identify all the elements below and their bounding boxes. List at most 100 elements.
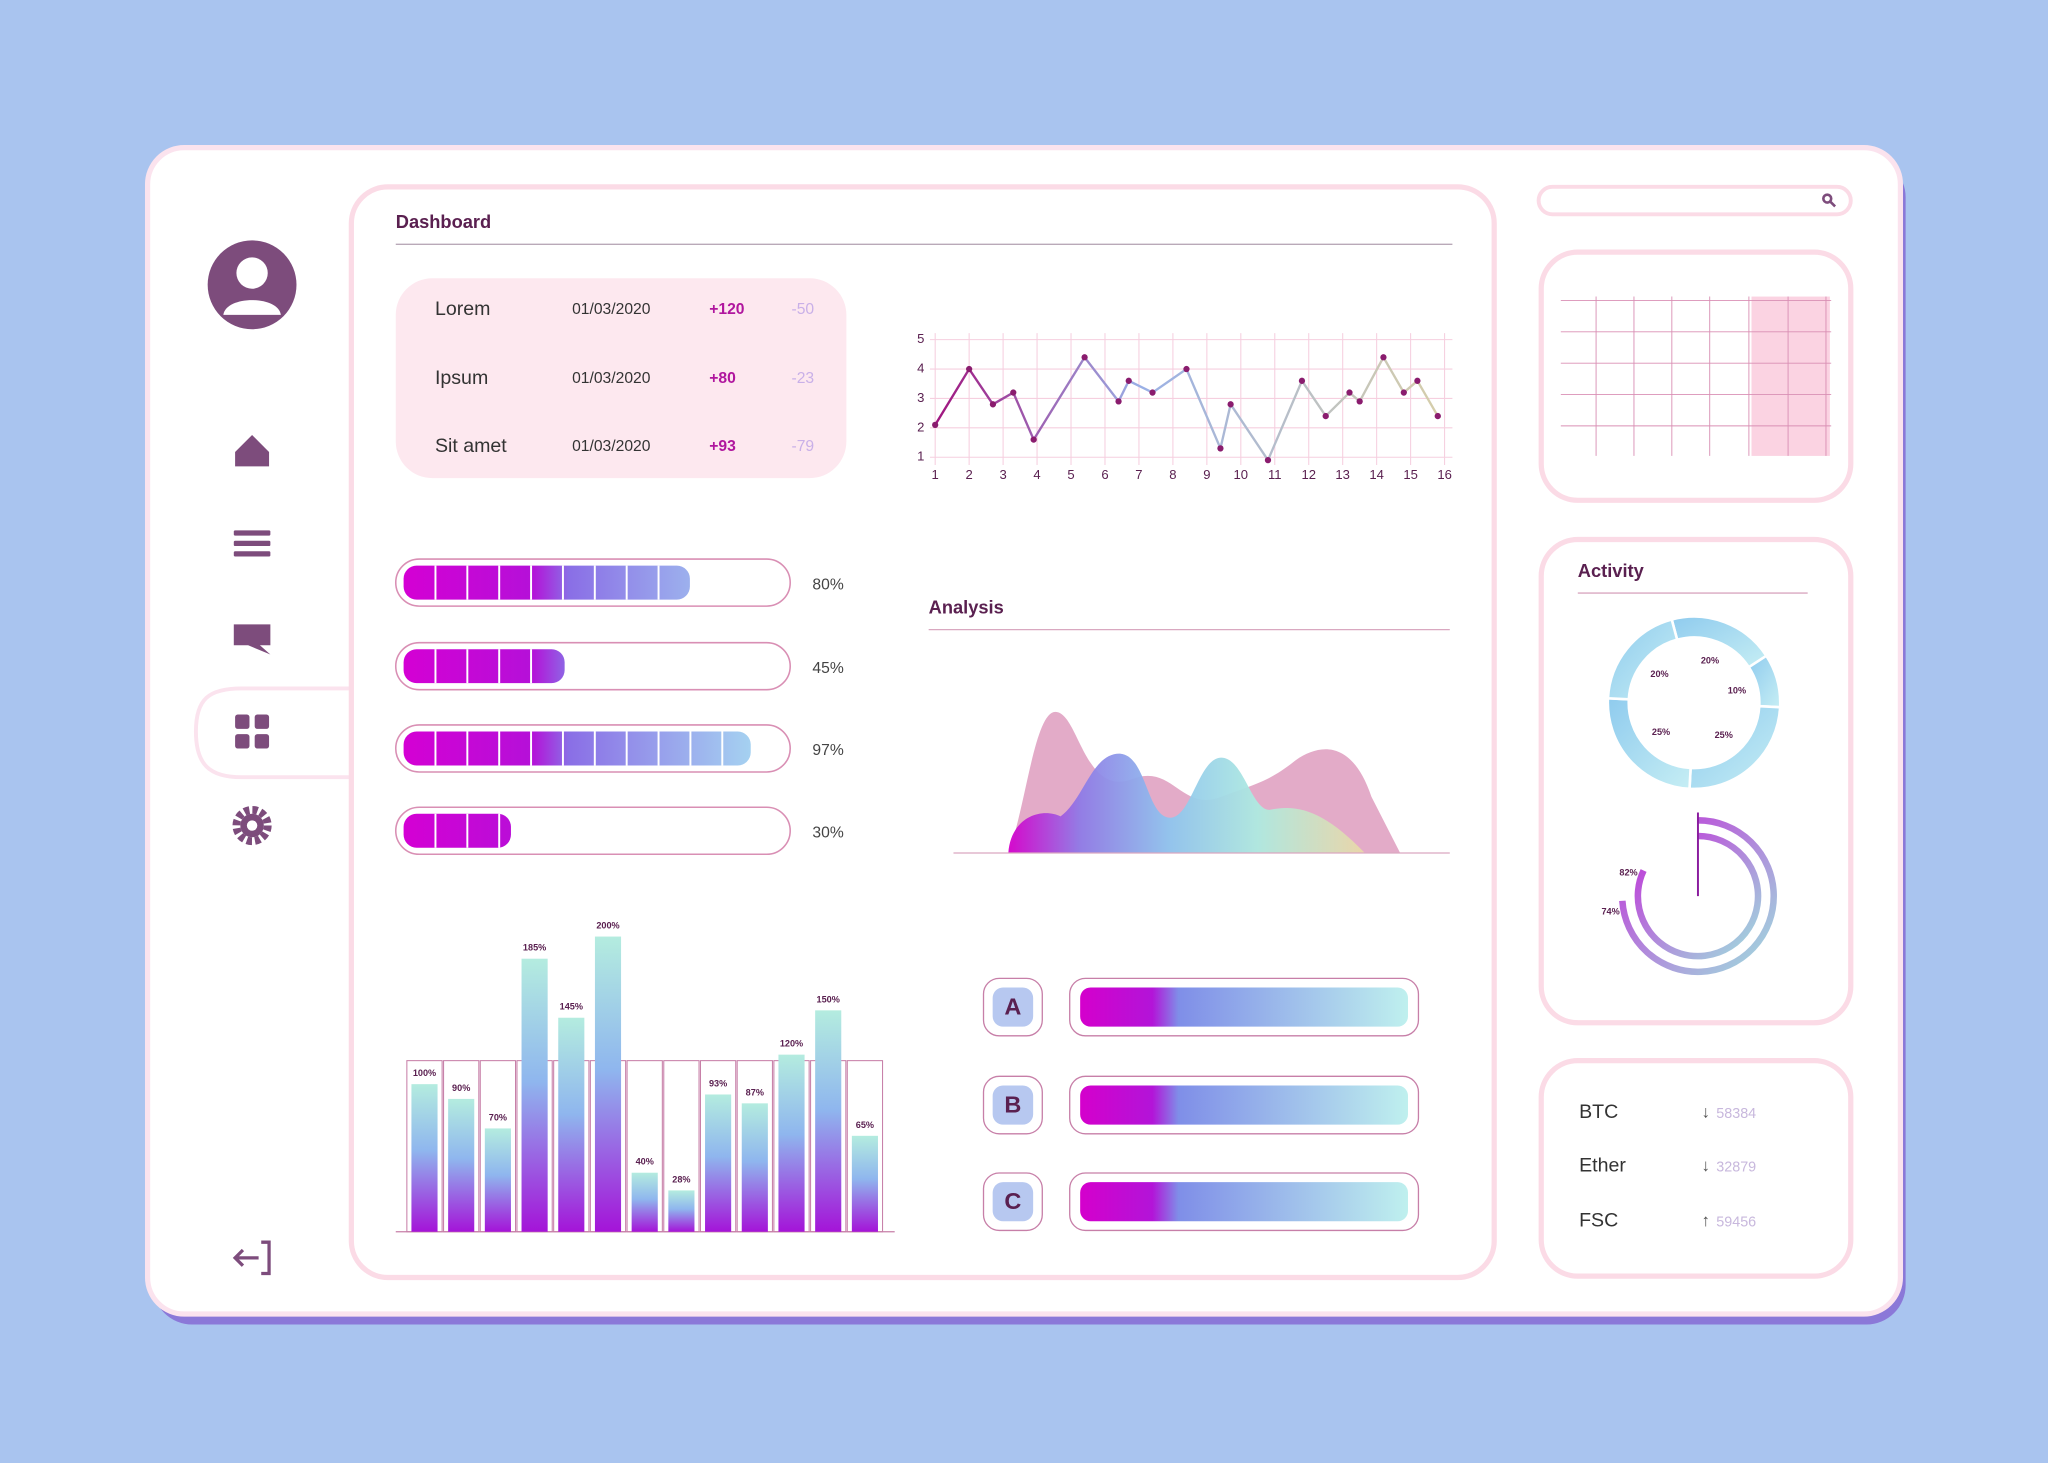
x-tick-label: 12 — [1301, 467, 1316, 482]
bar — [484, 1128, 511, 1232]
option-label: A — [1004, 994, 1021, 1020]
progress-label: 80% — [812, 576, 843, 593]
table-cell: +120 — [709, 301, 745, 318]
chat-icon[interactable] — [233, 624, 271, 655]
home-icon[interactable] — [235, 435, 270, 467]
bar — [448, 1098, 475, 1232]
y-tick-label: 3 — [917, 390, 924, 405]
search-bar[interactable] — [1536, 184, 1853, 217]
bar-value-label: 65% — [856, 1120, 874, 1130]
bar — [851, 1135, 878, 1232]
line-point — [1010, 389, 1017, 396]
crypto-card — [1538, 1058, 1854, 1279]
x-tick-label: 5 — [1067, 467, 1074, 482]
avatar-body — [223, 300, 281, 315]
table-cell: +93 — [709, 438, 736, 455]
logout-icon[interactable] — [232, 1240, 271, 1276]
line-point — [1125, 377, 1132, 384]
bar-value-label: 70% — [489, 1112, 507, 1122]
search-icon[interactable] — [1822, 193, 1837, 208]
x-tick-label: 4 — [1033, 467, 1040, 482]
avatar-head — [236, 257, 268, 289]
bar-value-label: 93% — [709, 1078, 727, 1088]
calendar-highlight — [1751, 296, 1830, 456]
settings-icon[interactable] — [232, 805, 272, 846]
option-bar — [1080, 987, 1408, 1027]
progress-bar — [403, 731, 751, 766]
bar — [741, 1103, 768, 1232]
option-button — [992, 1182, 1034, 1222]
progress-label: 30% — [812, 825, 843, 842]
option-button — [992, 987, 1034, 1027]
table-cell: Lorem — [435, 298, 491, 320]
table-cell: Ipsum — [435, 367, 488, 389]
line-point — [932, 421, 939, 429]
donut-label: 25% — [1652, 727, 1670, 737]
table-cell: -50 — [792, 301, 815, 318]
option-label: B — [1004, 1092, 1021, 1118]
crypto-value: 58384 — [1716, 1106, 1756, 1122]
active-tab — [193, 686, 354, 780]
table-cell: -23 — [792, 370, 815, 387]
progress-bar — [403, 565, 690, 600]
bar — [631, 1172, 658, 1232]
summary-table — [395, 278, 847, 479]
table-cell: +80 — [709, 370, 736, 387]
bar — [411, 1084, 438, 1232]
x-tick-label: 8 — [1169, 467, 1176, 482]
bar-value-label: 150% — [817, 994, 840, 1004]
line-point — [1346, 389, 1353, 396]
y-tick-label: 2 — [917, 419, 924, 434]
bar-value-label: 40% — [636, 1157, 654, 1167]
line-point — [1030, 436, 1037, 443]
crypto-value: 59456 — [1716, 1214, 1756, 1230]
table-cell: 01/03/2020 — [572, 301, 651, 318]
crypto-name: FSC — [1579, 1209, 1618, 1231]
x-tick-label: 1 — [932, 467, 939, 482]
line-point — [989, 401, 997, 408]
option-button — [992, 1085, 1034, 1125]
bar-value-label: 100% — [413, 1068, 436, 1078]
x-tick-label: 2 — [966, 467, 973, 482]
analysis-title: Analysis — [929, 597, 1004, 618]
bar-value-label: 185% — [523, 943, 546, 953]
table-cell: 01/03/2020 — [572, 370, 651, 387]
bar — [594, 936, 622, 1232]
bar — [778, 1054, 805, 1232]
x-tick-label: 3 — [999, 467, 1006, 482]
donut-label: 20% — [1650, 669, 1668, 679]
bar-value-label: 120% — [780, 1039, 803, 1049]
progress-bar — [403, 649, 565, 684]
radial-bar — [1634, 832, 1762, 960]
grid-icon[interactable] — [235, 714, 270, 749]
menu-icon[interactable] — [233, 530, 271, 557]
activity-title: Activity — [1578, 560, 1645, 581]
line-point — [1400, 389, 1407, 396]
option-bar — [1080, 1085, 1408, 1125]
radial-label: 74% — [1601, 907, 1619, 917]
analysis-area-chart — [953, 711, 1450, 854]
x-tick-label: 15 — [1403, 467, 1418, 482]
x-tick-label: 10 — [1234, 467, 1249, 482]
x-tick-label: 13 — [1335, 467, 1350, 482]
line-point — [1298, 377, 1306, 384]
x-tick-label: 6 — [1101, 467, 1108, 482]
line-point — [1115, 398, 1122, 405]
crypto-value: 32879 — [1716, 1160, 1756, 1176]
bar-value-label: 87% — [746, 1087, 764, 1097]
progress-bar — [403, 813, 511, 848]
crypto-name: BTC — [1579, 1101, 1618, 1123]
donut-label: 25% — [1715, 730, 1733, 740]
bar — [705, 1094, 732, 1232]
radial-bar — [1619, 817, 1777, 976]
x-tick-label: 11 — [1268, 467, 1282, 482]
crypto-name: Ether — [1579, 1155, 1626, 1177]
x-tick-label: 9 — [1203, 467, 1210, 482]
bar-value-label: 200% — [596, 921, 619, 931]
line-point — [1149, 389, 1156, 396]
line-point — [1380, 354, 1387, 361]
donut-segment — [1606, 617, 1679, 701]
bar-value-label: 145% — [560, 1002, 583, 1012]
line-point — [1356, 398, 1363, 405]
